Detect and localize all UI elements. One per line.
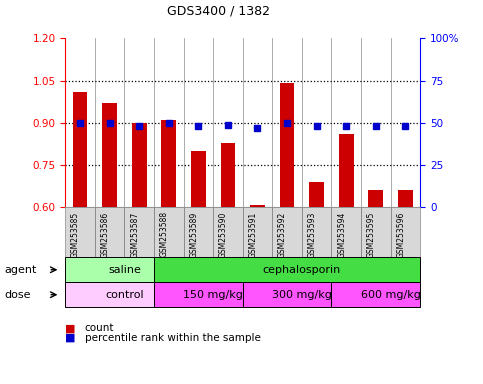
Bar <box>339 134 354 207</box>
Text: agent: agent <box>5 265 37 275</box>
Bar <box>272 207 302 257</box>
Bar <box>331 207 361 257</box>
Bar <box>154 207 184 257</box>
Bar <box>161 120 176 207</box>
Text: count: count <box>85 323 114 333</box>
Text: percentile rank within the sample: percentile rank within the sample <box>85 333 260 343</box>
Text: GSM253585: GSM253585 <box>71 211 80 258</box>
Bar <box>221 142 235 207</box>
Text: GSM253587: GSM253587 <box>130 211 139 258</box>
Bar <box>309 182 324 207</box>
Bar <box>280 83 295 207</box>
Text: control: control <box>105 290 143 300</box>
Bar <box>191 151 206 207</box>
Bar <box>331 282 420 307</box>
Bar <box>184 207 213 257</box>
Bar <box>65 282 154 307</box>
Text: 150 mg/kg: 150 mg/kg <box>183 290 243 300</box>
Bar <box>132 123 146 207</box>
Bar <box>154 282 243 307</box>
Bar <box>95 207 125 257</box>
Text: GSM253590: GSM253590 <box>219 211 228 258</box>
Text: GSM253588: GSM253588 <box>160 211 169 258</box>
Bar <box>65 257 154 282</box>
Bar <box>369 190 383 207</box>
Bar <box>154 257 420 282</box>
Text: GSM253589: GSM253589 <box>189 211 199 258</box>
Bar <box>302 207 331 257</box>
Bar <box>242 207 272 257</box>
Text: GSM253595: GSM253595 <box>367 211 376 258</box>
Bar <box>250 205 265 207</box>
Bar <box>398 190 413 207</box>
Text: GSM253593: GSM253593 <box>308 211 317 258</box>
Text: GSM253596: GSM253596 <box>397 211 405 258</box>
Text: ■: ■ <box>65 323 76 333</box>
Bar <box>65 207 95 257</box>
Text: GSM253586: GSM253586 <box>100 211 110 258</box>
Text: 600 mg/kg: 600 mg/kg <box>361 290 421 300</box>
Bar <box>391 207 420 257</box>
Bar <box>242 282 331 307</box>
Text: GSM253591: GSM253591 <box>248 211 257 258</box>
Text: 300 mg/kg: 300 mg/kg <box>272 290 332 300</box>
Bar <box>361 207 391 257</box>
Bar <box>125 207 154 257</box>
Text: dose: dose <box>5 290 31 300</box>
Text: cephalosporin: cephalosporin <box>263 265 341 275</box>
Bar <box>213 207 242 257</box>
Text: GSM253592: GSM253592 <box>278 211 287 258</box>
Text: GSM253594: GSM253594 <box>337 211 346 258</box>
Text: ■: ■ <box>65 333 76 343</box>
Text: saline: saline <box>108 265 141 275</box>
Text: GDS3400 / 1382: GDS3400 / 1382 <box>167 4 270 17</box>
Bar <box>72 92 87 207</box>
Bar <box>102 103 117 207</box>
